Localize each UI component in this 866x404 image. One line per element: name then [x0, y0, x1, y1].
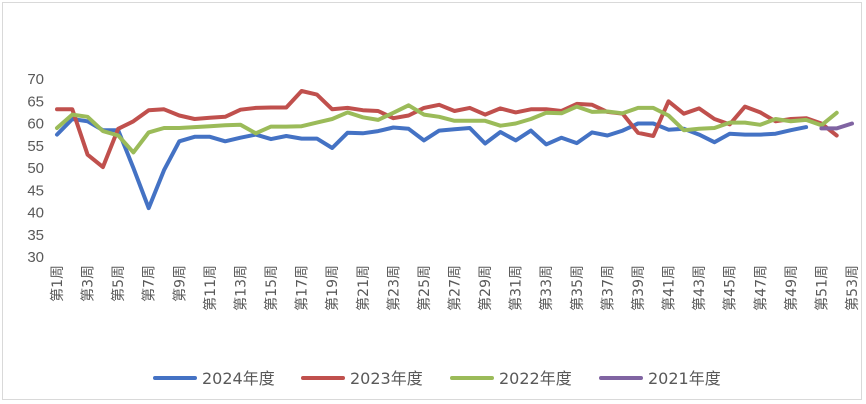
legend-label: 2023年度 [350, 369, 423, 388]
x-tick-label: 第27周 [447, 265, 464, 311]
x-tick-label: 第13周 [232, 265, 249, 311]
x-tick-label: 第1周 [49, 265, 66, 302]
x-tick-label: 第25周 [416, 265, 433, 311]
x-tick-label: 第51周 [813, 265, 830, 311]
y-tick-label: 65 [27, 93, 44, 110]
y-tick-label: 30 [27, 249, 44, 266]
x-tick-label: 第35周 [569, 265, 586, 311]
legend: 2024年度 2023年度 2022年度 2021年度 [153, 369, 721, 388]
x-axis: 第1周 第3周 第5周 第7周 第9周 第11周 第13周 第15周 第17周 第19周 第21周第… [49, 265, 861, 311]
y-tick-label: 50 [27, 160, 44, 177]
x-tick-label: 第15周 [263, 265, 280, 311]
x-tick-label: 第19周 [324, 265, 341, 311]
legend-label: 2022年度 [499, 369, 572, 388]
x-tick-label: 第45周 [722, 265, 739, 311]
x-tick-label: 第47周 [752, 265, 769, 311]
y-tick-label: 55 [27, 138, 44, 155]
y-axis: 30 35 40 45 50 55 60 65 70 [27, 71, 44, 266]
series-line-1 [55, 117, 809, 211]
x-tick-label: 第37周 [599, 265, 616, 311]
x-tick-label: 第23周 [385, 265, 402, 311]
y-tick-label: 40 [27, 205, 44, 222]
x-tick-label: 第31周 [508, 265, 525, 311]
x-tick-label: 第29周 [477, 265, 494, 311]
legend-label: 2021年度 [648, 369, 721, 388]
series-line-4 [819, 121, 854, 131]
x-tick-label: 第33周 [538, 265, 555, 311]
x-tick-label: 第3周 [80, 265, 97, 302]
x-tick-label: 第41周 [661, 265, 678, 311]
series-lines [55, 89, 854, 211]
x-tick-label: 第39周 [630, 265, 647, 311]
y-tick-label: 45 [27, 182, 44, 199]
x-tick-label: 第7周 [141, 265, 158, 302]
x-tick-label: 第9周 [171, 265, 188, 302]
x-tick-label: 第49周 [783, 265, 800, 311]
y-tick-label: 60 [27, 116, 44, 133]
x-tick-label: 第53周 [844, 265, 861, 311]
x-tick-label: 第17周 [294, 265, 311, 311]
y-tick-label: 35 [27, 227, 44, 244]
series-line-2 [55, 89, 839, 170]
x-tick-label: 第11周 [202, 265, 219, 311]
series-line-3 [55, 103, 839, 155]
x-tick-label: 第21周 [355, 265, 372, 311]
x-tick-label: 第43周 [691, 265, 708, 311]
legend-label: 2024年度 [202, 369, 275, 388]
x-tick-label: 第5周 [110, 265, 127, 302]
y-tick-label: 70 [27, 71, 44, 88]
